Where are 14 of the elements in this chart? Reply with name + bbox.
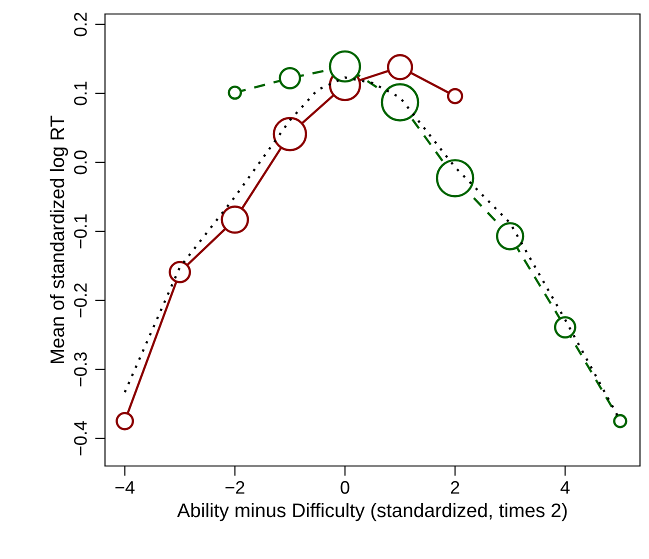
x-tick-label: 4 (560, 481, 570, 494)
y-tick-label: 0.1 (74, 82, 87, 106)
y-axis-title: Mean of standardized log RT (50, 116, 68, 364)
x-tick-label: 0 (340, 481, 350, 494)
x-tick-label: −2 (225, 481, 244, 494)
y-tick-label: −0.2 (74, 283, 87, 318)
x-tick-label: 2 (450, 481, 460, 494)
y-tick-label: −0.1 (74, 214, 87, 248)
y-tick-label: −0.4 (74, 421, 87, 456)
y-tick-label: 0.0 (74, 150, 87, 174)
y-tick-label: 0.2 (74, 12, 87, 36)
y-tick-label: −0.3 (74, 352, 87, 386)
x-tick-label: −4 (115, 481, 135, 494)
x-axis-title: Ability minus Difficulty (standardized, times 2) (177, 502, 567, 522)
